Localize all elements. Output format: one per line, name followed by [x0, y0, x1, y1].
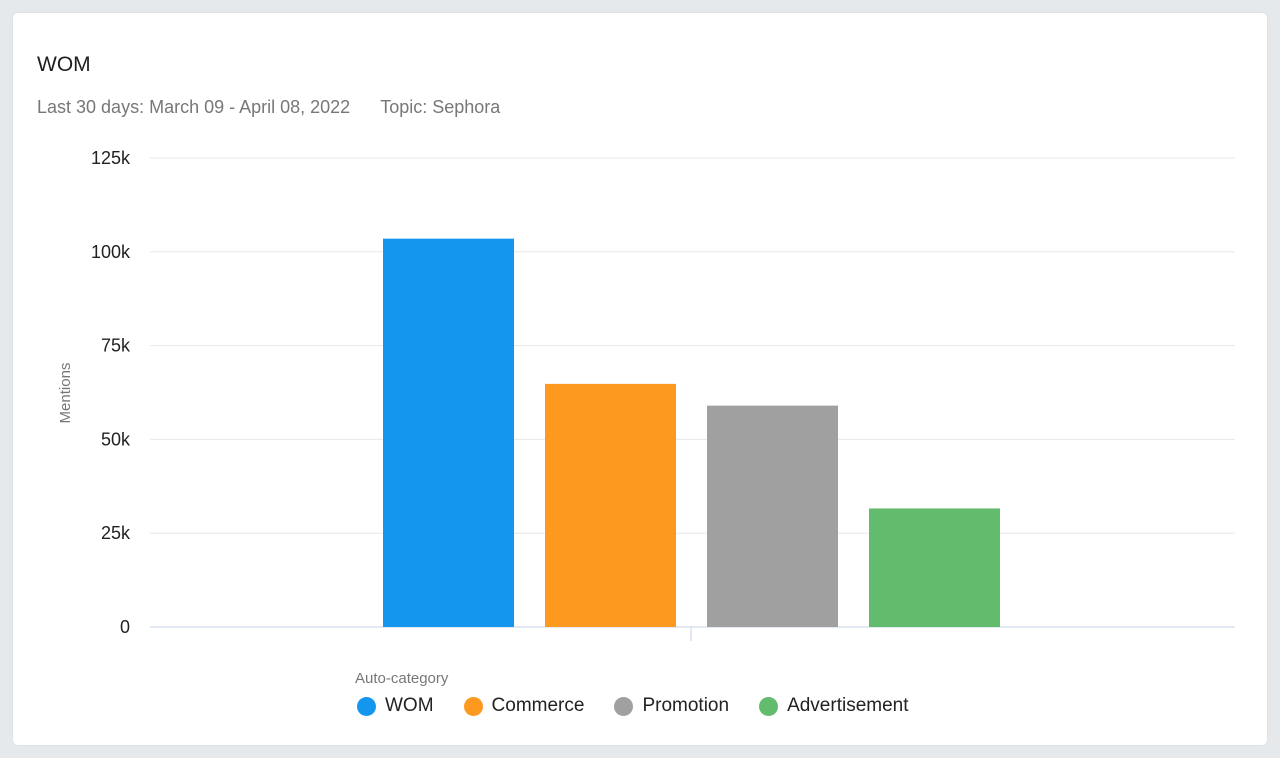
legend-dot-icon	[463, 696, 483, 716]
bar-commerce	[545, 383, 676, 627]
y-tick-label: 25k	[101, 523, 131, 543]
chart-card: WOM Last 30 days: March 09 - April 08, 2…	[12, 12, 1268, 746]
legend-label: Advertisement	[787, 695, 909, 716]
y-tick-label: 0	[120, 617, 130, 637]
legend-label: Promotion	[642, 695, 730, 716]
y-tick-label: 75k	[101, 336, 131, 356]
bar-wom	[383, 238, 514, 627]
y-tick-label: 100k	[91, 242, 131, 262]
legend-dot-icon	[614, 696, 634, 716]
y-axis-label: Mentions	[57, 363, 74, 424]
chart-title: WOM	[37, 53, 91, 76]
legend-label: Commerce	[491, 695, 585, 716]
date-range-label: Last 30 days: March 09 - April 08, 2022	[37, 97, 351, 117]
bar-advertisement	[869, 508, 1000, 627]
legend-label: WOM	[385, 695, 434, 716]
chart-subtitle: Last 30 days: March 09 - April 08, 2022 …	[37, 97, 500, 118]
y-tick-label: 125k	[91, 148, 131, 168]
legend-item-wom[interactable]: WOM	[357, 695, 434, 717]
chart-legend: WOM Commerce Promotion Advertisement	[357, 695, 939, 717]
legend-dot-icon	[759, 696, 779, 716]
topic-label: Topic: Sephora	[380, 97, 501, 117]
legend-item-advertisement[interactable]: Advertisement	[759, 695, 909, 717]
y-tick-label: 50k	[101, 429, 131, 449]
legend-title: Auto-category	[355, 670, 449, 687]
bar-promotion	[707, 405, 838, 627]
legend-item-commerce[interactable]: Commerce	[463, 695, 585, 717]
legend-dot-icon	[357, 696, 376, 716]
legend-item-promotion[interactable]: Promotion	[614, 695, 729, 717]
bar-chart: 0 25k 50k 75k 100k 125k Mentions	[57, 148, 1235, 641]
